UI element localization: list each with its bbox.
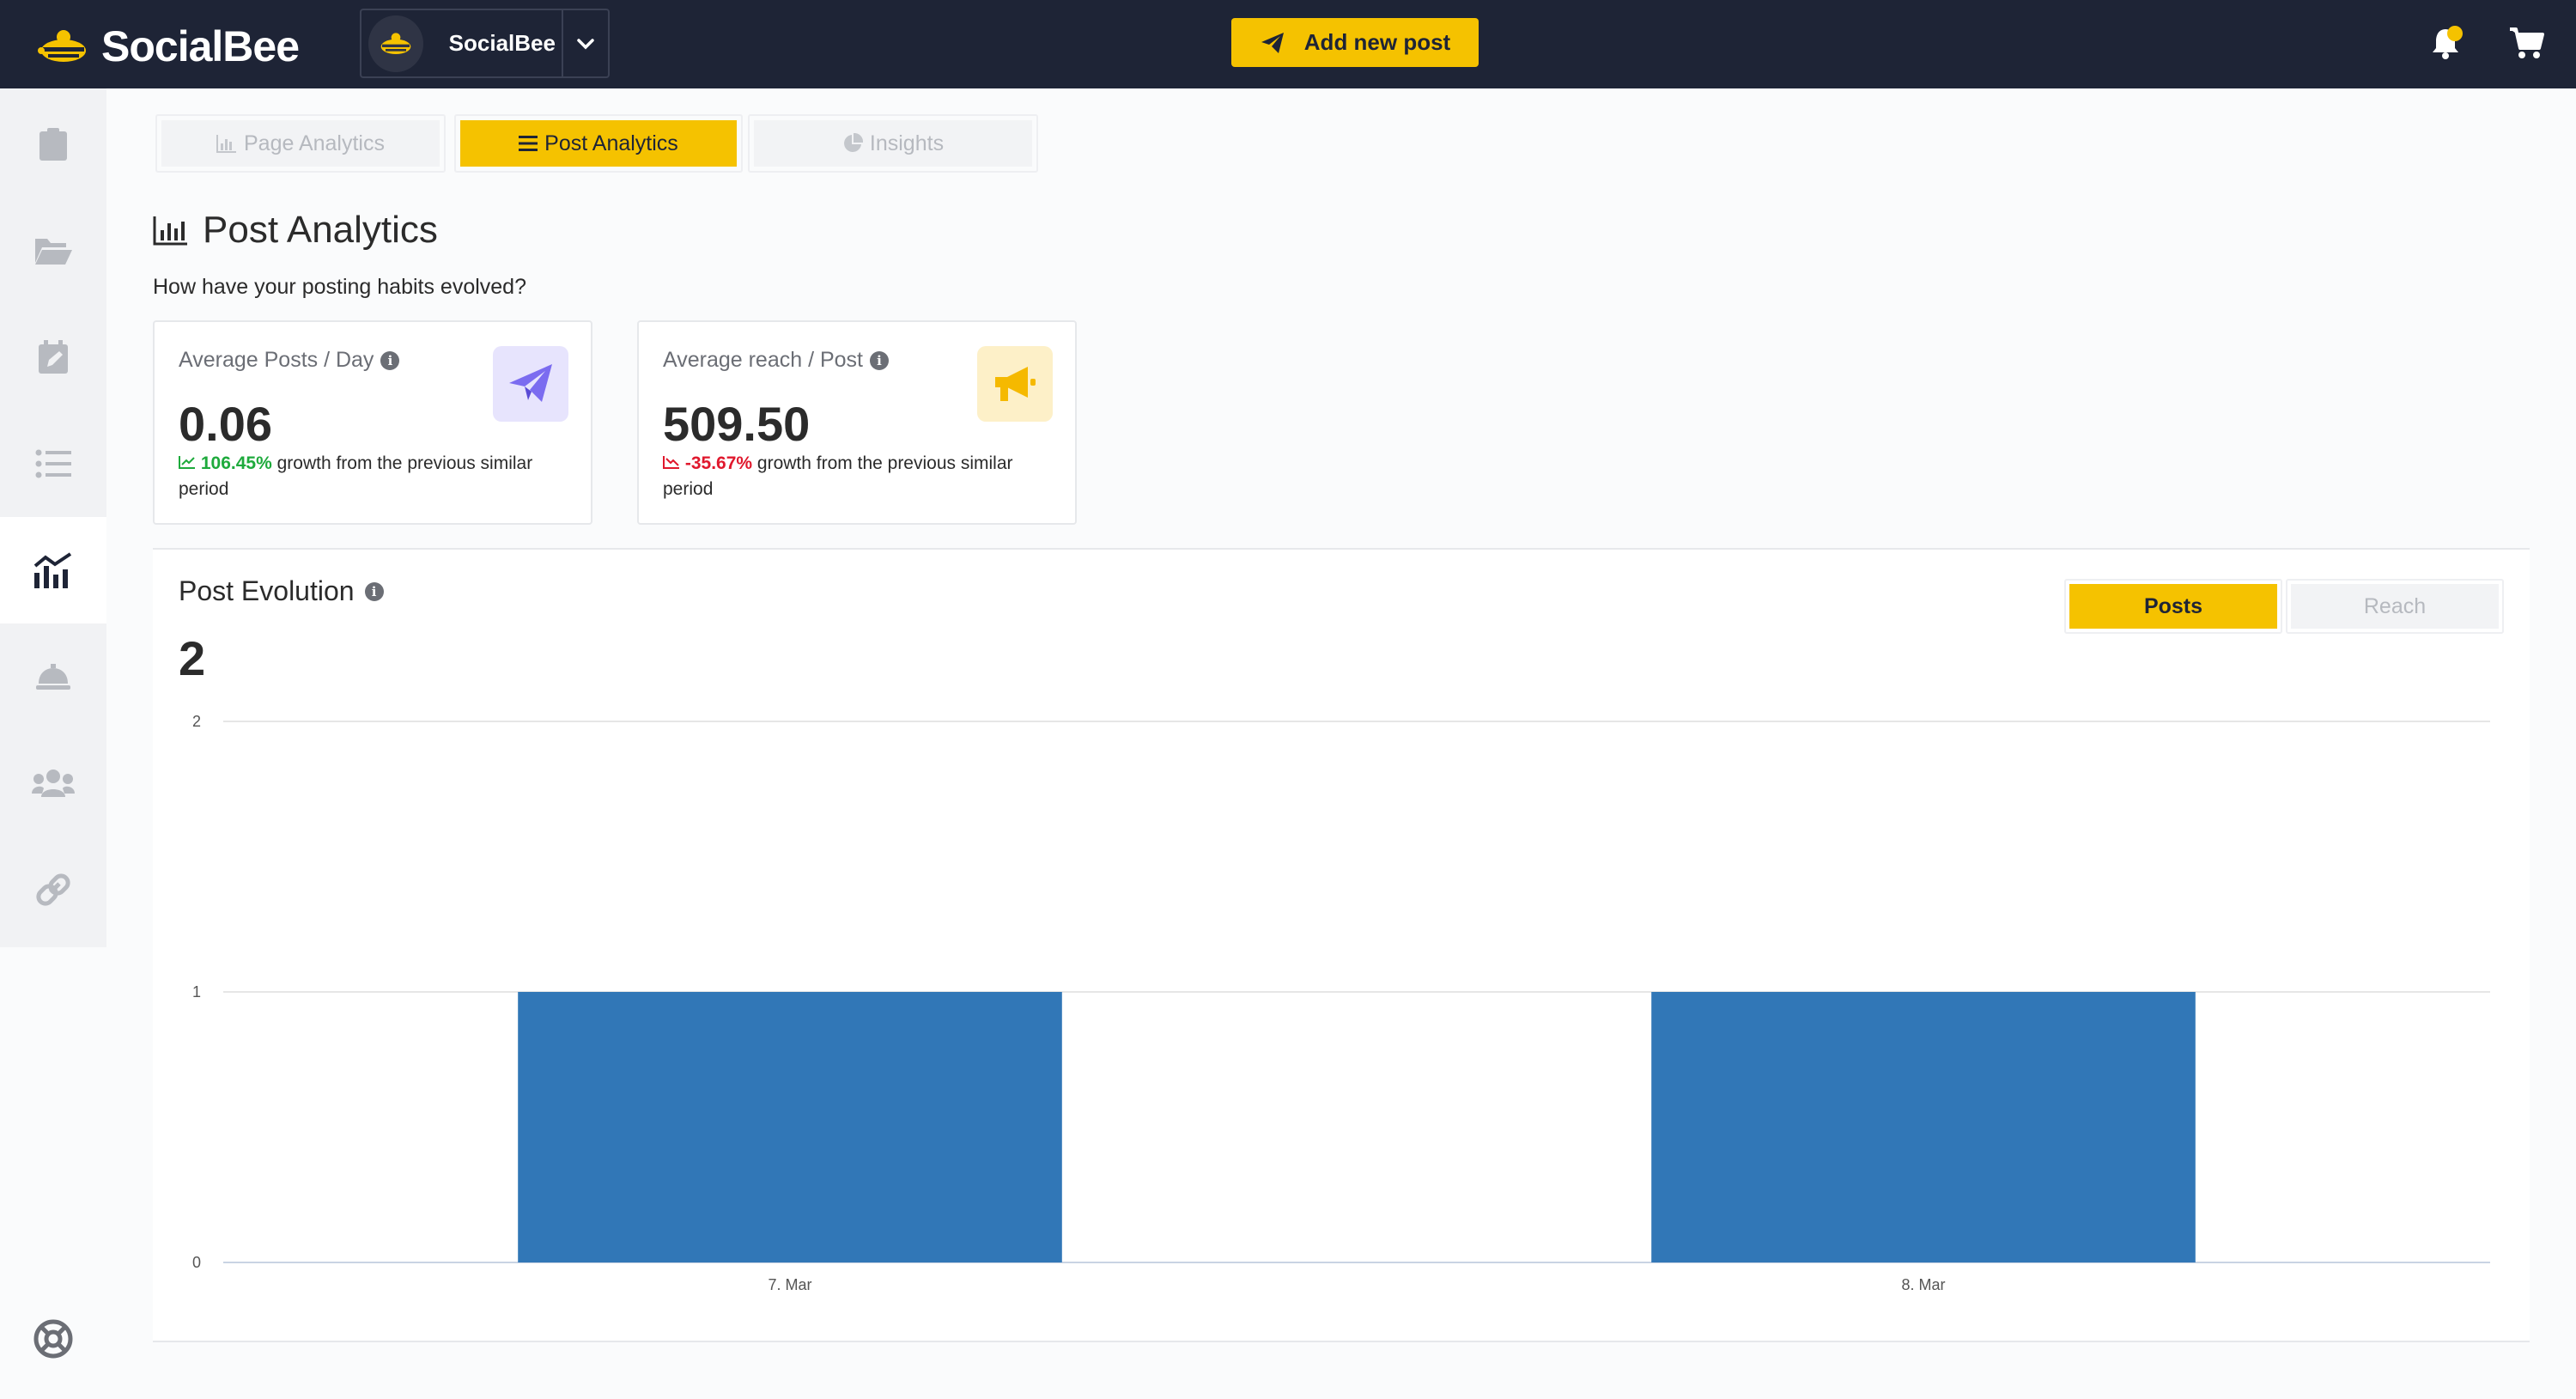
info-icon[interactable]: i <box>364 581 384 601</box>
bee-avatar-icon <box>380 32 411 54</box>
x-tick-label: 8. Mar <box>1901 1276 1945 1293</box>
metric-label-text: Average reach / Post <box>663 348 864 372</box>
logo-text: SocialBee <box>101 22 300 70</box>
sidebar-item-categories[interactable] <box>0 198 106 304</box>
y-tick-label: 0 <box>192 1254 201 1271</box>
sidebar-item-services[interactable] <box>0 623 106 730</box>
top-bar: SocialBee SocialBee Add new post <box>0 0 2576 88</box>
socialbee-logo[interactable]: SocialBee <box>38 22 300 70</box>
users-icon <box>32 769 75 797</box>
page-title: Post Analytics <box>153 209 438 252</box>
bar-chart-icon <box>216 135 236 153</box>
post-evolution-panel: Post Evolution i 2 Posts Reach 0 1 2 7. Mar… <box>153 548 2530 1342</box>
panel-total: 2 <box>179 631 206 685</box>
metric-card-reach-per-post: Average reach / Post i 509.50 -35.67% gr… <box>637 320 1077 525</box>
sidebar-item-integrations[interactable] <box>0 836 106 943</box>
bee-logo-icon <box>38 30 86 62</box>
paper-plane-icon <box>493 346 568 422</box>
trend-up-icon <box>179 456 195 469</box>
tab-insights-label: Insights <box>869 131 945 155</box>
life-ring-icon[interactable] <box>33 1318 74 1359</box>
y-tick-label: 1 <box>192 983 201 1001</box>
sidebar-item-analytics[interactable] <box>0 517 106 623</box>
metric-label: Average reach / Post i <box>663 348 890 373</box>
metric-growth-text: growth from the previous similar period <box>179 453 533 499</box>
list-icon <box>35 449 71 478</box>
calendar-edit-icon <box>39 340 68 374</box>
account-switcher[interactable]: SocialBee <box>360 9 610 78</box>
metric-growth: 106.45% growth from the previous similar… <box>179 451 574 502</box>
add-new-post-button[interactable]: Add new post <box>1231 18 1479 67</box>
sidebar-item-posts[interactable] <box>0 411 106 517</box>
metric-value: 0.06 <box>179 397 272 451</box>
trend-down-icon <box>663 456 679 469</box>
page-subtitle: How have your posting habits evolved? <box>153 275 526 299</box>
metric-value: 509.50 <box>663 397 811 451</box>
metric-card-posts-per-day: Average Posts / Day i 0.06 106.45% growt… <box>153 320 592 525</box>
folder-open-icon <box>35 239 72 265</box>
panel-title: Post Evolution i <box>179 575 384 607</box>
add-new-post-label: Add new post <box>1303 29 1451 55</box>
y-tick-label: 2 <box>192 713 201 730</box>
bar-0[interactable] <box>518 992 1062 1262</box>
metric-label: Average Posts / Day i <box>179 348 400 373</box>
metric-growth: -35.67% growth from the previous similar… <box>663 451 1058 502</box>
tab-page-analytics[interactable]: Page Analytics <box>155 114 446 173</box>
metric-growth-value: 106.45% <box>200 453 272 473</box>
tab-insights[interactable]: Insights <box>748 114 1038 173</box>
posts-toggle-label: Posts <box>2069 584 2277 629</box>
concierge-bell-icon <box>36 664 70 690</box>
sidebar-item-content[interactable] <box>0 91 106 198</box>
link-icon <box>36 873 70 906</box>
account-dropdown-toggle[interactable] <box>561 10 608 76</box>
reach-toggle-label: Reach <box>2291 584 2499 629</box>
pie-chart-icon <box>843 133 863 152</box>
tab-post-analytics[interactable]: Post Analytics <box>454 114 743 173</box>
paper-plane-icon <box>1261 32 1284 53</box>
info-icon[interactable]: i <box>380 350 400 370</box>
clipboard-icon <box>39 128 67 161</box>
sidebar-item-team[interactable] <box>0 730 106 836</box>
cart-icon[interactable] <box>2508 26 2544 60</box>
analytics-chart-icon <box>33 552 72 588</box>
posts-toggle-button[interactable]: Posts <box>2064 579 2282 634</box>
post-evolution-chart: 0 1 2 7. Mar 8. Mar <box>192 713 2490 1293</box>
info-icon[interactable]: i <box>870 350 890 370</box>
bars-icon <box>519 136 538 151</box>
avatar <box>368 15 423 72</box>
x-tick-label: 7. Mar <box>768 1276 811 1293</box>
notification-badge <box>2447 26 2463 41</box>
page-title-text: Post Analytics <box>203 209 438 251</box>
metric-label-text: Average Posts / Day <box>179 348 374 372</box>
sidebar-item-schedule[interactable] <box>0 304 106 411</box>
panel-title-text: Post Evolution <box>179 575 355 606</box>
tab-page-analytics-label: Page Analytics <box>244 131 385 155</box>
account-name: SocialBee <box>448 30 556 56</box>
metric-growth-text: growth from the previous similar period <box>663 453 1013 499</box>
chevron-down-icon <box>577 38 594 49</box>
bar-chart-icon <box>153 216 187 246</box>
megaphone-icon <box>977 346 1053 422</box>
tab-post-analytics-label: Post Analytics <box>544 131 678 155</box>
metric-growth-value: -35.67% <box>684 453 753 473</box>
bar-1[interactable] <box>1651 992 2196 1262</box>
reach-toggle-button[interactable]: Reach <box>2286 579 2504 634</box>
